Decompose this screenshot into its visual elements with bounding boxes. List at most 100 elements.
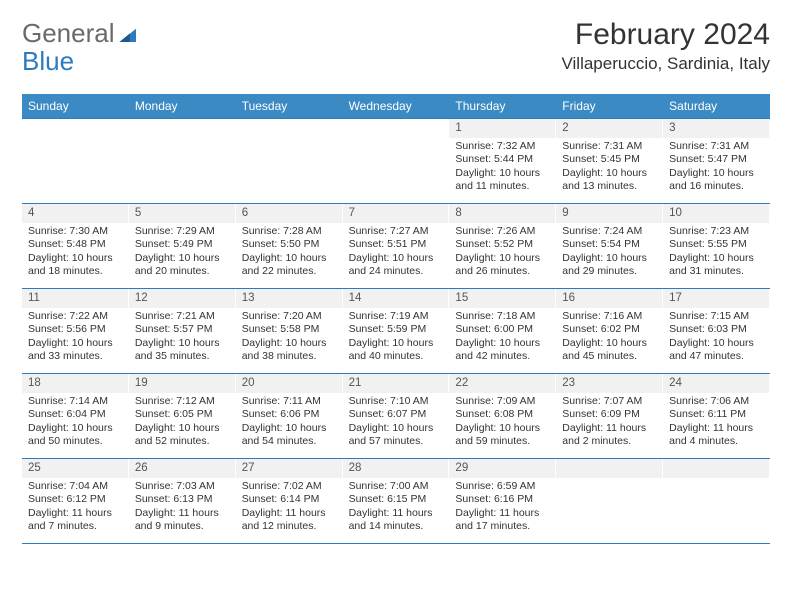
sunset-text: Sunset: 5:58 PM [242,323,337,336]
day-number: 1 [449,119,556,138]
day-number: 19 [129,374,236,393]
sunrise-text: Sunrise: 7:26 AM [455,225,550,238]
daylight-text: Daylight: 10 hours and 29 minutes. [562,252,657,279]
sunset-text: Sunset: 6:03 PM [669,323,764,336]
daylight-text: Daylight: 10 hours and 11 minutes. [455,167,550,194]
day-cell: 14Sunrise: 7:19 AMSunset: 5:59 PMDayligh… [343,289,450,373]
sunset-text: Sunset: 6:15 PM [349,493,444,506]
daylight-text: Daylight: 10 hours and 50 minutes. [28,422,123,449]
day-cell: 25Sunrise: 7:04 AMSunset: 6:12 PMDayligh… [22,459,129,543]
day-cell: 2Sunrise: 7:31 AMSunset: 5:45 PMDaylight… [556,119,663,203]
sunset-text: Sunset: 5:50 PM [242,238,337,251]
day-cell: 13Sunrise: 7:20 AMSunset: 5:58 PMDayligh… [236,289,343,373]
daylight-text: Daylight: 10 hours and 22 minutes. [242,252,337,279]
day-cell: 10Sunrise: 7:23 AMSunset: 5:55 PMDayligh… [663,204,770,288]
sunrise-text: Sunrise: 7:06 AM [669,395,764,408]
sunrise-text: Sunrise: 7:07 AM [562,395,657,408]
sunset-text: Sunset: 5:48 PM [28,238,123,251]
daylight-text: Daylight: 10 hours and 16 minutes. [669,167,764,194]
sunset-text: Sunset: 6:12 PM [28,493,123,506]
week-row: 1Sunrise: 7:32 AMSunset: 5:44 PMDaylight… [22,118,770,203]
daylight-text: Daylight: 11 hours and 12 minutes. [242,507,337,534]
sunset-text: Sunset: 5:52 PM [455,238,550,251]
dayhead-friday: Friday [556,94,663,118]
sunrise-text: Sunrise: 7:20 AM [242,310,337,323]
day-number: 14 [343,289,450,308]
sunrise-text: Sunrise: 7:32 AM [455,140,550,153]
sunset-text: Sunset: 5:57 PM [135,323,230,336]
location: Villaperuccio, Sardinia, Italy [561,54,770,74]
logo: General [22,18,139,49]
day-cell: 12Sunrise: 7:21 AMSunset: 5:57 PMDayligh… [129,289,236,373]
daylight-text: Daylight: 11 hours and 9 minutes. [135,507,230,534]
daylight-text: Daylight: 10 hours and 42 minutes. [455,337,550,364]
sunrise-text: Sunrise: 7:11 AM [242,395,337,408]
day-number: 11 [22,289,129,308]
daylight-text: Daylight: 10 hours and 18 minutes. [28,252,123,279]
day-cell: 5Sunrise: 7:29 AMSunset: 5:49 PMDaylight… [129,204,236,288]
sunset-text: Sunset: 5:49 PM [135,238,230,251]
daylight-text: Daylight: 10 hours and 59 minutes. [455,422,550,449]
day-number: 4 [22,204,129,223]
sunrise-text: Sunrise: 7:03 AM [135,480,230,493]
sunrise-text: Sunrise: 7:22 AM [28,310,123,323]
week-row: 4Sunrise: 7:30 AMSunset: 5:48 PMDaylight… [22,203,770,288]
sunset-text: Sunset: 5:47 PM [669,153,764,166]
day-number: 10 [663,204,770,223]
sunrise-text: Sunrise: 7:30 AM [28,225,123,238]
daylight-text: Daylight: 10 hours and 47 minutes. [669,337,764,364]
sunset-text: Sunset: 5:54 PM [562,238,657,251]
day-cell: 8Sunrise: 7:26 AMSunset: 5:52 PMDaylight… [449,204,556,288]
page-header: General February 2024 Villaperuccio, Sar… [22,18,770,74]
sunrise-text: Sunrise: 7:23 AM [669,225,764,238]
day-cell [236,119,343,203]
sunset-text: Sunset: 6:14 PM [242,493,337,506]
day-cell: 6 Sunrise: 7:28 AMSunset: 5:50 PMDaylight… [236,204,343,288]
daylight-text: Daylight: 10 hours and 13 minutes. [562,167,657,194]
sunset-text: Sunset: 6:08 PM [455,408,550,421]
sunset-text: Sunset: 6:09 PM [562,408,657,421]
sunrise-text: Sunrise: 7:10 AM [349,395,444,408]
day-number: 25 [22,459,129,478]
day-cell: 23Sunrise: 7:07 AMSunset: 6:09 PMDayligh… [556,374,663,458]
sunset-text: Sunset: 6:05 PM [135,408,230,421]
day-cell: 19Sunrise: 7:12 AMSunset: 6:05 PMDayligh… [129,374,236,458]
day-number: 26 [129,459,236,478]
sunset-text: Sunset: 6:00 PM [455,323,550,336]
sunset-text: Sunset: 6:11 PM [669,408,764,421]
title-block: February 2024 Villaperuccio, Sardinia, I… [561,18,770,74]
sunrise-text: Sunrise: 7:31 AM [562,140,657,153]
day-cell: 17Sunrise: 7:15 AMSunset: 6:03 PMDayligh… [663,289,770,373]
sunrise-text: Sunrise: 7:04 AM [28,480,123,493]
sunset-text: Sunset: 6:06 PM [242,408,337,421]
day-cell: 11Sunrise: 7:22 AMSunset: 5:56 PMDayligh… [22,289,129,373]
day-header-row: Sunday Monday Tuesday Wednesday Thursday… [22,94,770,118]
day-number: 15 [449,289,556,308]
day-cell: 29Sunrise: 6:59 AMSunset: 6:16 PMDayligh… [449,459,556,543]
day-cell: 16Sunrise: 7:16 AMSunset: 6:02 PMDayligh… [556,289,663,373]
daylight-text: Daylight: 11 hours and 14 minutes. [349,507,444,534]
day-cell [22,119,129,203]
logo-text-blue: Blue [22,46,74,76]
day-cell: 27Sunrise: 7:02 AMSunset: 6:14 PMDayligh… [236,459,343,543]
daylight-text: Daylight: 10 hours and 57 minutes. [349,422,444,449]
day-cell: 15Sunrise: 7:18 AMSunset: 6:00 PMDayligh… [449,289,556,373]
daylight-text: Daylight: 10 hours and 24 minutes. [349,252,444,279]
day-number: 6 [236,204,343,223]
day-number: 17 [663,289,770,308]
sunrise-text: Sunrise: 7:16 AM [562,310,657,323]
day-number: 8 [449,204,556,223]
sunset-text: Sunset: 5:51 PM [349,238,444,251]
sunrise-text: Sunrise: 7:28 AM [242,225,337,238]
sunrise-text: Sunrise: 7:21 AM [135,310,230,323]
daylight-text: Daylight: 11 hours and 2 minutes. [562,422,657,449]
sunset-text: Sunset: 6:02 PM [562,323,657,336]
daylight-text: Daylight: 10 hours and 33 minutes. [28,337,123,364]
day-cell: 1Sunrise: 7:32 AMSunset: 5:44 PMDaylight… [449,119,556,203]
day-number: 29 [449,459,556,478]
week-row: 25 Sunrise: 7:04 AMSunset: 6:12 PM Dayligh… [22,458,770,544]
day-number: 18 [22,374,129,393]
day-cell [663,459,770,543]
day-cell: 7Sunrise: 7:27 AMSunset: 5:51 PMDaylight… [343,204,450,288]
day-cell: 26Sunrise: 7:03 AMSunset: 6:13 PMDayligh… [129,459,236,543]
